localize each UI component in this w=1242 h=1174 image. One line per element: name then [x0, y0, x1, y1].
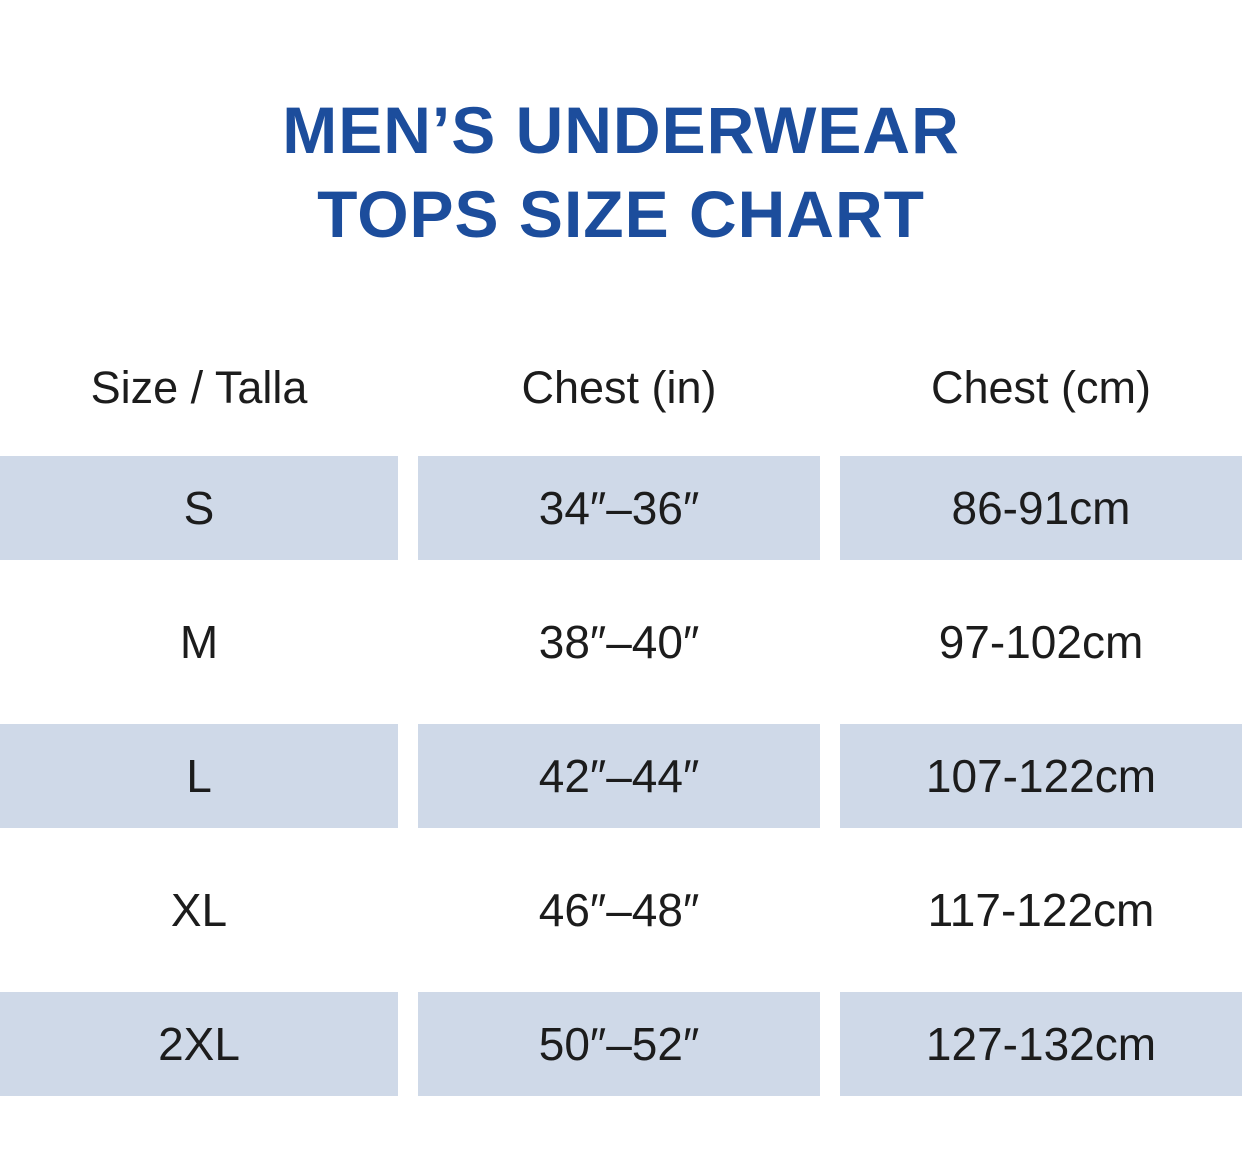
cell-chest-cm: 127-132cm [840, 992, 1242, 1096]
cell-size: M [179, 616, 219, 668]
table-body: S 34″–36″ 86-91cm M 38″–40″ 97-102cm L 4… [0, 441, 1242, 1111]
table-row-m: M 38″–40″ 97-102cm [0, 575, 1242, 709]
cell-chest-cm: 86-91cm [840, 456, 1242, 560]
cell-chest-in: 50″–52″ [418, 992, 820, 1096]
cell-chest-in: 46″–48″ [538, 884, 700, 936]
column-header-chest-cm: Chest (cm) [930, 362, 1151, 413]
cell-size: S [0, 456, 398, 560]
column-header-size: Size / Talla [90, 362, 308, 413]
title-line-2: TOPS SIZE CHART [317, 177, 925, 251]
cell-size: XL [170, 884, 228, 936]
cell-size: L [0, 724, 398, 828]
table-header-row: Size / Talla Chest (in) Chest (cm) [0, 360, 1242, 416]
cell-chest-in: 34″–36″ [418, 456, 820, 560]
cell-chest-cm: 107-122cm [840, 724, 1242, 828]
size-table: Size / Talla Chest (in) Chest (cm) S 34″… [0, 360, 1242, 1111]
table-row-s: S 34″–36″ 86-91cm [0, 441, 1242, 575]
table-row-l: L 42″–44″ 107-122cm [0, 709, 1242, 843]
cell-chest-cm: 97-102cm [938, 616, 1144, 668]
table-row-xl: XL 46″–48″ 117-122cm [0, 843, 1242, 977]
page-title: MEN’S UNDERWEAR TOPS SIZE CHART [0, 0, 1242, 256]
cell-chest-in: 42″–44″ [418, 724, 820, 828]
cell-chest-in: 38″–40″ [538, 616, 700, 668]
cell-chest-cm: 117-122cm [927, 884, 1155, 936]
title-line-1: MEN’S UNDERWEAR [282, 93, 960, 167]
column-header-chest-in: Chest (in) [521, 362, 717, 413]
cell-size: 2XL [0, 992, 398, 1096]
table-row-2xl: 2XL 50″–52″ 127-132cm [0, 977, 1242, 1111]
